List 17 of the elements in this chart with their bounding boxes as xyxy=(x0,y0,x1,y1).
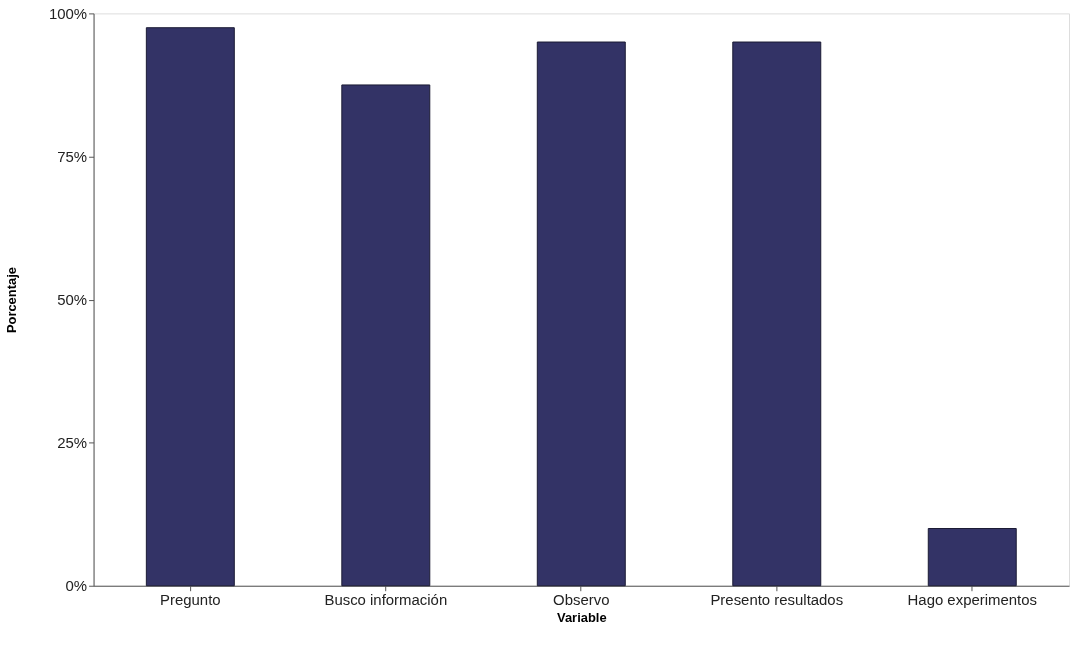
x-tick-label: Pregunto xyxy=(160,591,221,609)
x-tick-label: Hago experimentos xyxy=(907,591,1037,609)
y-tick-label: 0% xyxy=(65,577,88,595)
x-tick-label: Observo xyxy=(553,591,610,609)
y-tick-label: 75% xyxy=(57,147,88,165)
y-axis-title: Porcentaje xyxy=(4,267,20,334)
y-tick-label: 50% xyxy=(57,291,88,309)
bar xyxy=(341,84,431,587)
bar xyxy=(927,528,1017,587)
bar xyxy=(732,41,822,587)
y-tick-label: 100% xyxy=(48,4,88,22)
bar xyxy=(536,41,626,587)
x-tick-label: Presento resultados xyxy=(710,591,844,609)
bar xyxy=(145,27,235,587)
y-tick-label: 25% xyxy=(57,434,88,452)
x-axis-title: Variable xyxy=(557,610,607,626)
x-tick-label: Busco información xyxy=(324,591,448,609)
